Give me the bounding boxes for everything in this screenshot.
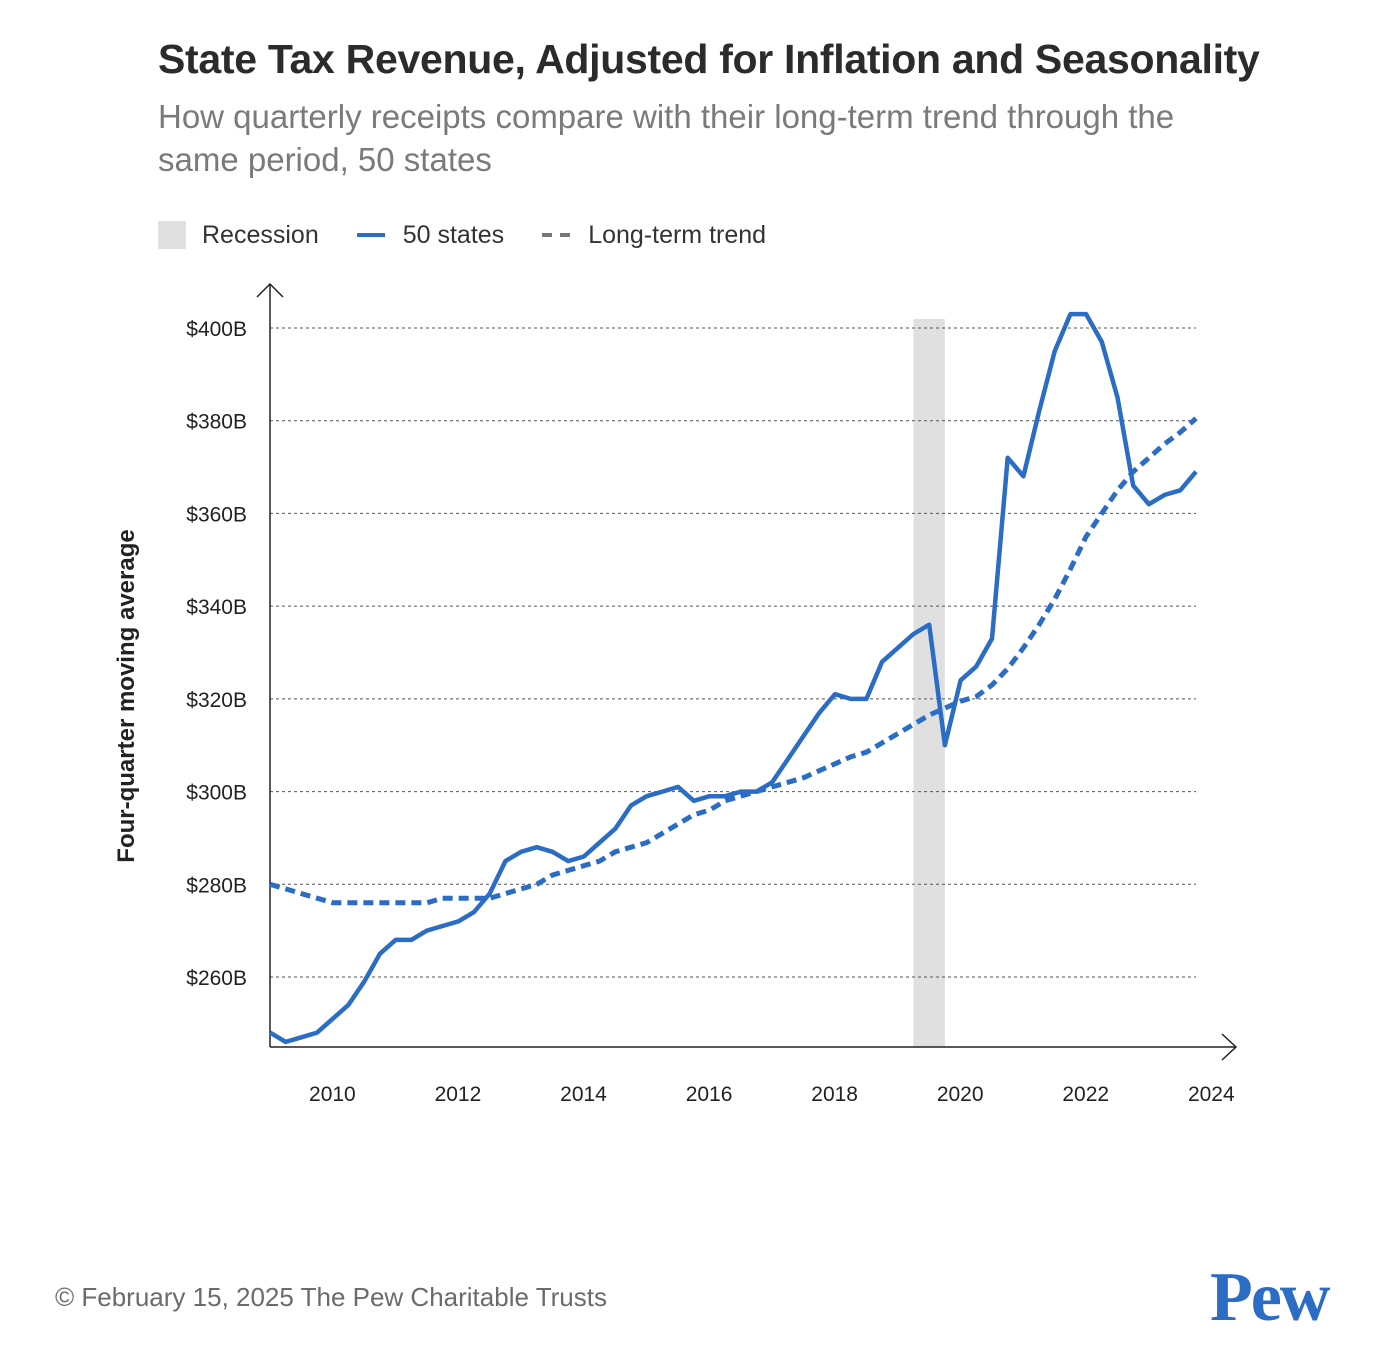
- y-tick-labels: $260B $280B $300B $320B $340B $360B $380B $400B: [186, 318, 247, 990]
- axes: [256, 282, 1238, 1061]
- y-tick-label: $380B: [186, 411, 247, 434]
- y-tick-label: $300B: [186, 782, 247, 805]
- dashed-line-swatch: [542, 233, 571, 237]
- x-tick-label: 2010: [309, 1083, 356, 1106]
- solid-line-swatch: [356, 233, 385, 237]
- y-tick-label: $260B: [186, 967, 247, 990]
- legend-item-recession: Recession: [158, 221, 319, 250]
- trend-line: [269, 416, 1198, 906]
- footer-copyright: © February 15, 2025 The Pew Charitable T…: [55, 1282, 607, 1312]
- chart-subtitle: How quarterly receipts compare with thei…: [158, 98, 1175, 178]
- revenue-line: [268, 311, 1198, 1045]
- x-tick-label: 2018: [811, 1083, 858, 1106]
- y-tick-label: $360B: [186, 503, 247, 526]
- chart-title: State Tax Revenue, Adjusted for Inflatio…: [158, 36, 1260, 82]
- x-tick-label: 2020: [937, 1083, 984, 1106]
- recession-swatch: [158, 221, 186, 249]
- y-tick-label: $400B: [186, 318, 247, 341]
- series-lines: [268, 311, 1198, 1045]
- x-tick-label: 2016: [686, 1083, 733, 1106]
- x-tick-label: 2014: [560, 1083, 607, 1106]
- y-tick-label: $340B: [186, 596, 247, 619]
- x-tick-label: 2012: [435, 1083, 482, 1106]
- y-axis-arrow-icon: [256, 282, 284, 298]
- legend: Recession 50 states Long-term trend: [158, 218, 804, 252]
- x-tick-label: 2024: [1188, 1083, 1235, 1106]
- legend-item-50-states: 50 states: [356, 220, 505, 250]
- pew-logo[interactable]: Pew: [1210, 1259, 1330, 1336]
- recession-band: [913, 319, 945, 1047]
- x-tick-label: 2022: [1062, 1083, 1109, 1106]
- legend-label-trend: Long-term trend: [588, 220, 767, 249]
- legend-label-recession: Recession: [202, 220, 319, 249]
- x-tick-labels: 2010 2012 2014 2016 2018 2020 2022 2024: [309, 1083, 1235, 1106]
- legend-label-50-states: 50 states: [402, 220, 505, 249]
- legend-item-trend: Long-term trend: [542, 221, 766, 250]
- recession-band-layer: [913, 319, 945, 1047]
- y-tick-label: $280B: [186, 874, 247, 897]
- x-axis-arrow-icon: [1221, 1033, 1238, 1061]
- y-tick-label: $320B: [186, 689, 247, 712]
- y-axis-label: Four-quarter moving average: [113, 529, 140, 862]
- gridlines: [270, 327, 1196, 978]
